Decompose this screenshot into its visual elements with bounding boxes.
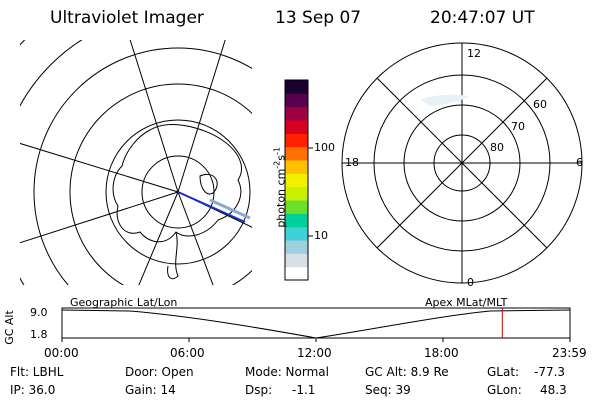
- meridian-line: [177, 191, 214, 285]
- timeline-tick-label: 06:00: [170, 346, 205, 360]
- colorbar-segment: [285, 93, 308, 108]
- mlt-label-6: 6: [576, 156, 583, 169]
- timeline-tick-label: 12:00: [297, 346, 332, 360]
- timeline-right-title: Apex MLat/MLT: [425, 296, 508, 309]
- seq-info: Seq: 39: [365, 383, 411, 397]
- glon-label: GLon:: [487, 383, 522, 397]
- aurora-trace: [209, 198, 251, 220]
- alt-high-label: 9.0: [30, 306, 48, 319]
- ice-shelf-outline: [199, 174, 218, 195]
- ip-info: IP: 36.0: [10, 383, 56, 397]
- colorbar-tick-10: 10: [314, 229, 328, 242]
- date-label: 13 Sep 07: [275, 8, 362, 28]
- meridian-line: [138, 191, 179, 285]
- mode-info: Mode: Normal: [245, 365, 329, 379]
- meridian-line: [20, 191, 179, 244]
- colorbar-tick-100: 100: [314, 141, 335, 154]
- peninsula-outline: [167, 231, 179, 280]
- gain-info: Gain: 14: [125, 383, 176, 397]
- timeline-tick-label: 00:00: [44, 346, 79, 360]
- meridian-line: [20, 142, 179, 193]
- meridian-line: [177, 40, 226, 193]
- colorbar-gradient: [285, 80, 308, 281]
- mlt-label-0: 0: [467, 276, 474, 289]
- filter-info: Flt: LBHL: [10, 365, 64, 379]
- mlat-label-80: 80: [490, 141, 504, 154]
- mlt-label-18: 18: [345, 156, 359, 169]
- colorbar-segment: [285, 213, 308, 228]
- meridian-line: [129, 40, 179, 193]
- colorbar-frame: [284, 79, 309, 281]
- lat-circle: [33, 47, 252, 285]
- glat-label: GLat:: [487, 365, 520, 379]
- lat-circle: [69, 83, 252, 285]
- glat-value: -77.3: [534, 365, 566, 379]
- timeline-tick-label: 23:59: [552, 346, 587, 360]
- mlat-label-60: 60: [533, 98, 547, 111]
- colorbar-segment: [285, 240, 308, 254]
- colorbar-segment: [285, 133, 308, 148]
- aurora-patch: [420, 94, 470, 106]
- colorbar-segment: [285, 146, 308, 161]
- colorbar-segment: [285, 253, 308, 268]
- mlat-label-70: 70: [511, 120, 525, 133]
- instrument-title: Ultraviolet Imager: [50, 8, 204, 28]
- colorbar-segment: [285, 173, 308, 188]
- timeline-tick-label: 18:00: [424, 346, 459, 360]
- colorbar-segment: [285, 120, 308, 134]
- mlt-label-12: 12: [467, 47, 481, 60]
- time-label: 20:47:07 UT: [430, 8, 535, 28]
- colorbar-segment: [285, 266, 308, 281]
- dsp-label: Dsp:: [245, 383, 273, 397]
- colorbar-segment: [285, 80, 308, 94]
- gc-alt-info: GC Alt: 8.9 Re: [365, 365, 449, 379]
- satellite-track: [177, 191, 246, 223]
- glon-value: 48.3: [540, 383, 567, 397]
- colorbar-segment: [285, 186, 308, 201]
- mlt-line: [371, 72, 553, 254]
- door-info: Door: Open: [125, 365, 194, 379]
- lat-circle: [105, 119, 251, 265]
- colorbar-segment: [285, 226, 308, 241]
- timeline-left-title: Geographic Lat/Lon: [70, 296, 178, 309]
- alt-low-label: 1.8: [30, 328, 48, 341]
- colorbar-segment: [285, 106, 308, 121]
- dsp-value: -1.1: [292, 383, 316, 397]
- altitude-curve: [61, 309, 571, 339]
- timeline-frame: [61, 307, 571, 339]
- colorbar-segment: [285, 200, 308, 214]
- colorbar-segment: [285, 160, 308, 174]
